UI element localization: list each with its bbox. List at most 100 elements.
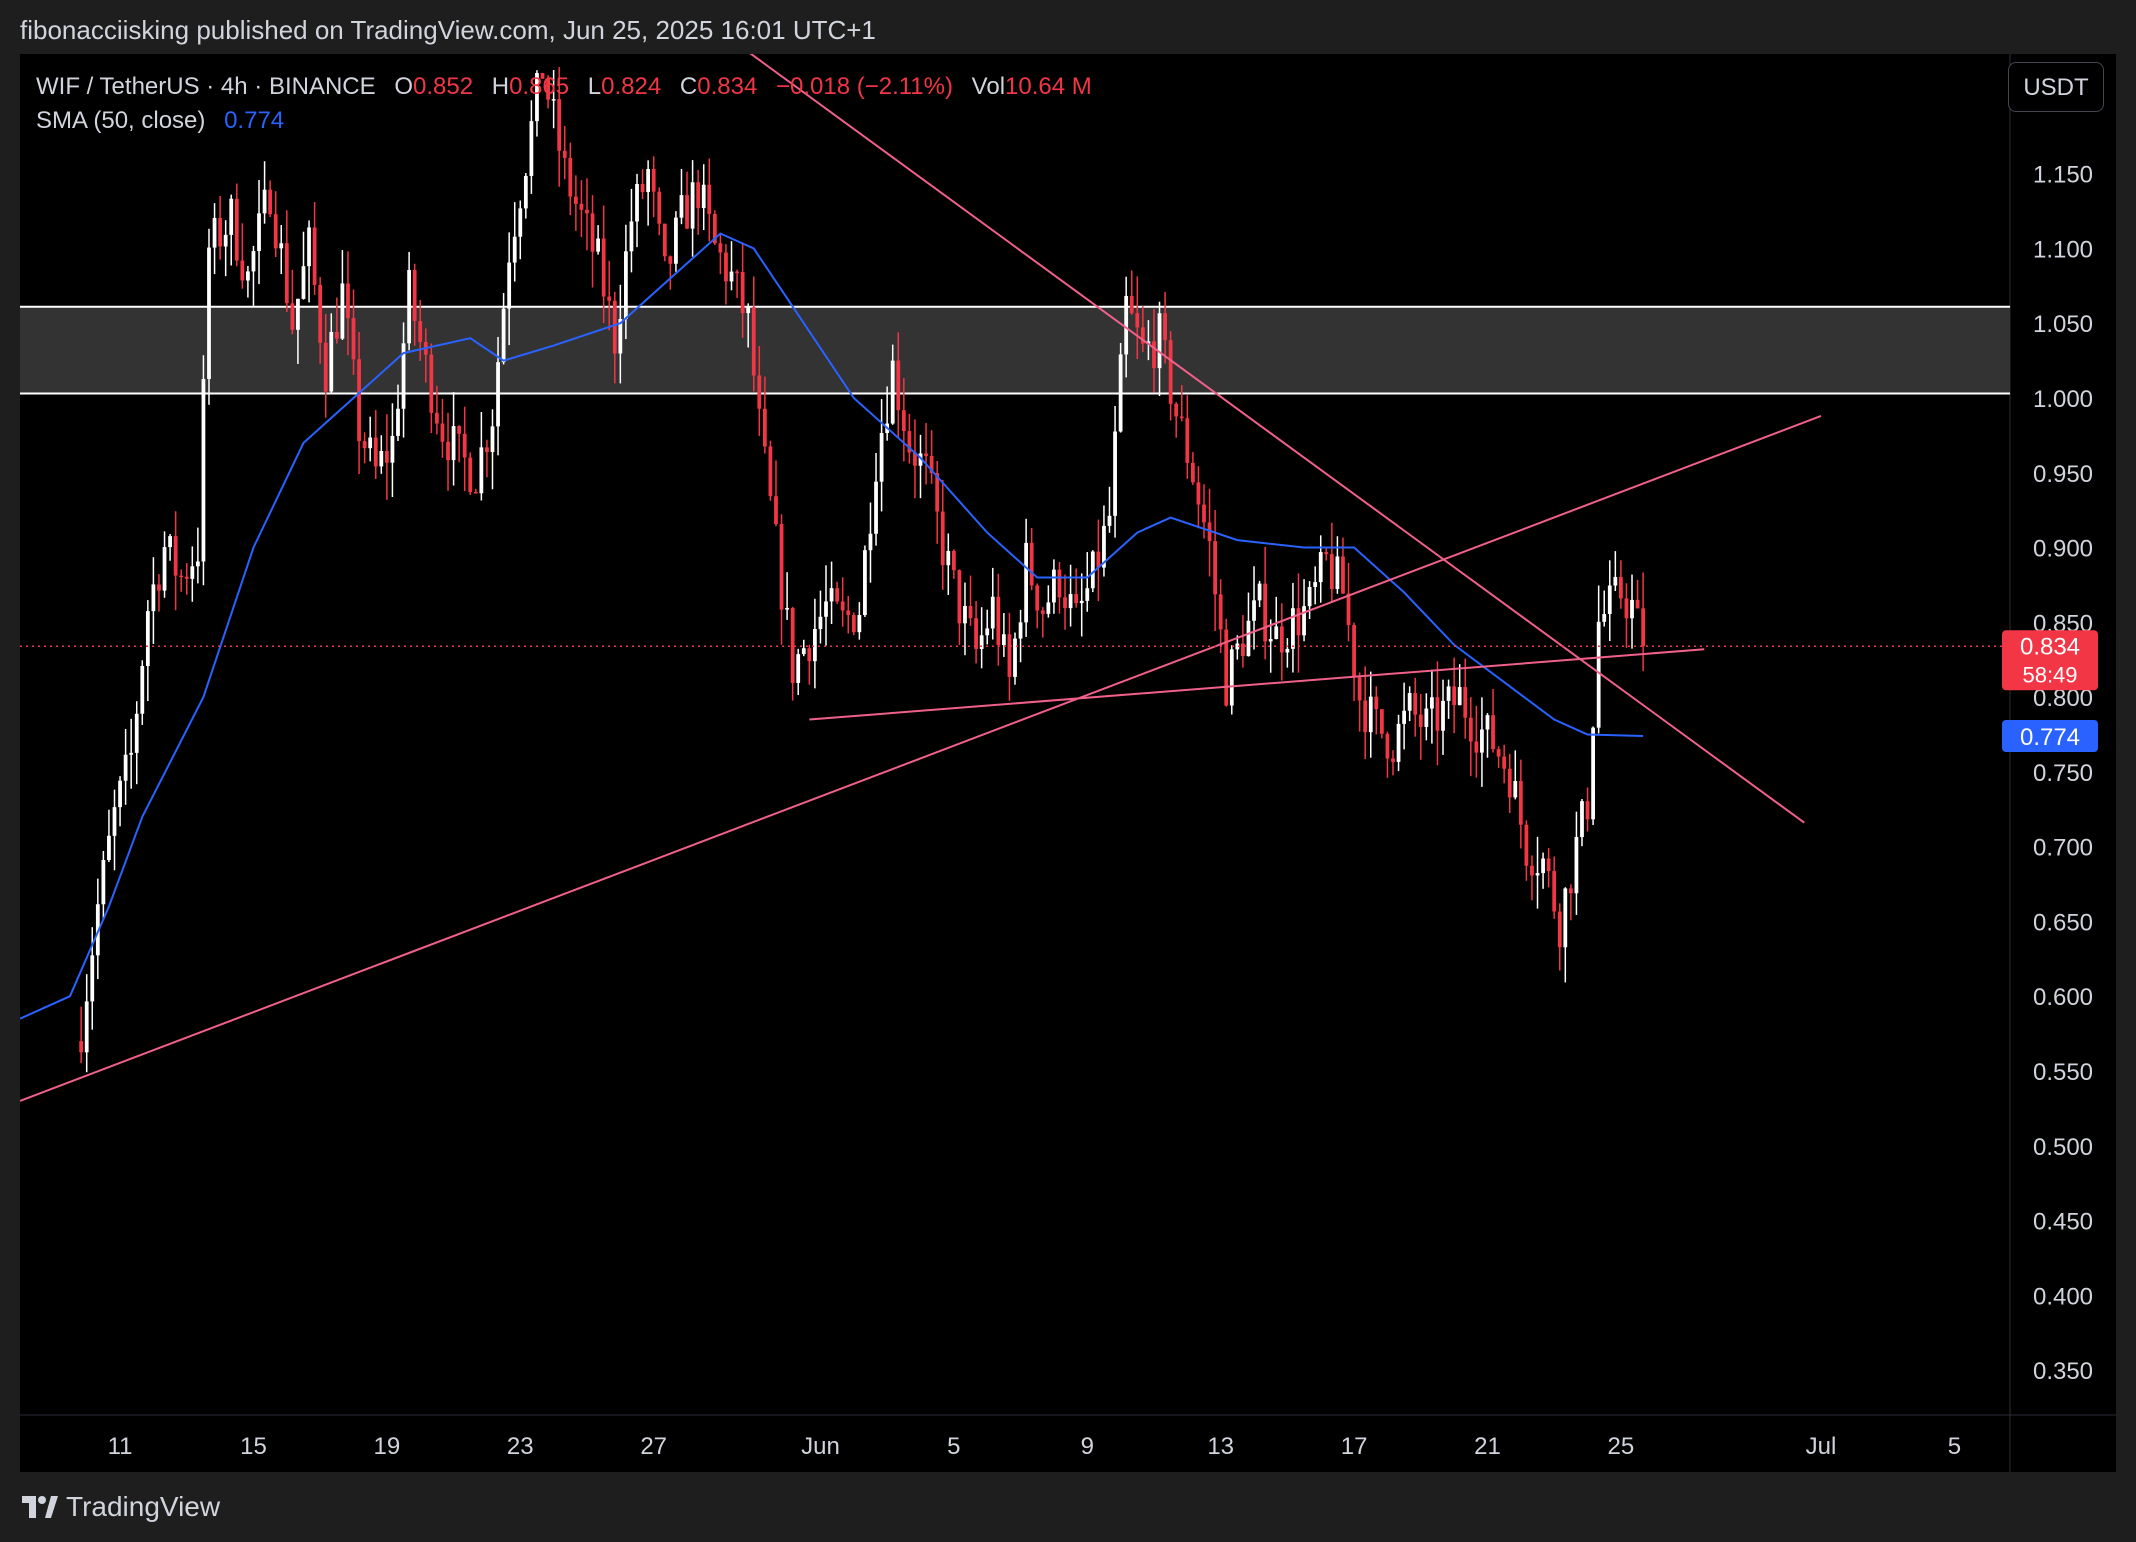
- candle-body: [896, 360, 901, 411]
- candle-body: [990, 596, 995, 629]
- candle-body: [1607, 585, 1612, 615]
- candle-body: [518, 208, 523, 237]
- candle-body: [829, 588, 834, 602]
- candle-body: [1313, 582, 1318, 587]
- candle-body: [1396, 723, 1401, 762]
- candle-body: [1624, 598, 1629, 619]
- time-tick-label: 5: [947, 1433, 960, 1460]
- candle-body: [1407, 693, 1412, 711]
- candle-body: [607, 296, 612, 301]
- descending-trendline: [749, 54, 1805, 824]
- candle-body: [1074, 594, 1079, 604]
- candle-body: [1441, 700, 1445, 731]
- candle-body: [757, 375, 762, 409]
- candle-body: [1296, 608, 1301, 636]
- candle-body: [1307, 586, 1312, 607]
- candle-body: [674, 217, 678, 264]
- candle-body: [112, 807, 117, 836]
- candle-body: [1024, 542, 1029, 623]
- candle-body: [801, 648, 806, 655]
- price-tick-label: 1.150: [2033, 162, 2093, 189]
- candle-body: [807, 648, 812, 662]
- candle-body: [874, 481, 878, 534]
- candle-body: [1291, 608, 1295, 649]
- candle-body: [162, 547, 167, 591]
- candle-body: [1552, 871, 1557, 912]
- candle-body: [1157, 313, 1162, 369]
- candle-body: [1146, 341, 1151, 344]
- price-tick-label: 0.950: [2033, 461, 2093, 488]
- time-tick-label: Jul: [1806, 1433, 1837, 1460]
- candle-body: [812, 628, 817, 662]
- candle-body: [229, 198, 234, 235]
- candle-body: [1357, 677, 1362, 701]
- time-tick-label: 19: [374, 1433, 401, 1460]
- candle-body: [1079, 600, 1084, 604]
- currency-button[interactable]: USDT: [2008, 62, 2104, 112]
- candle-body: [173, 536, 178, 576]
- candle-body: [123, 754, 128, 781]
- price-tick-label: 0.650: [2033, 909, 2093, 936]
- candle-body: [1341, 556, 1345, 594]
- candle-body: [1568, 888, 1573, 894]
- candle-body: [1435, 697, 1440, 731]
- candle-body: [1485, 715, 1490, 730]
- candle-body: [646, 168, 651, 193]
- candle-body: [1619, 576, 1623, 599]
- candle-body: [768, 446, 773, 497]
- time-tick-label: 17: [1341, 1433, 1368, 1460]
- candle-body: [1257, 583, 1262, 601]
- candle-body: [1068, 594, 1073, 609]
- candle-body: [201, 378, 206, 562]
- candle-body: [1546, 858, 1551, 872]
- candle-body: [412, 269, 417, 322]
- candle-body: [1202, 504, 1206, 523]
- candle-body: [740, 272, 745, 314]
- candle-body: [307, 227, 311, 267]
- candle-body: [240, 260, 245, 281]
- candle-body: [1057, 569, 1062, 598]
- candle-body: [957, 570, 962, 624]
- candle-body: [1274, 626, 1279, 640]
- chart-area[interactable]: 0.350 0.400 0.450 0.500 0.550 0.600 0.650 0.700…: [20, 54, 2116, 1472]
- candle-body: [1185, 418, 1190, 463]
- candle-body: [251, 251, 256, 272]
- candle-body: [312, 227, 317, 285]
- time-tick-label: 23: [507, 1433, 534, 1460]
- price-chart[interactable]: 0.350 0.400 0.450 0.500 0.550 0.600 0.650 0.700…: [20, 54, 2116, 1472]
- candle-body: [1574, 837, 1579, 894]
- candle-body: [468, 457, 473, 493]
- candle-body: [985, 628, 990, 636]
- candle-body: [701, 184, 706, 209]
- price-tick-label: 0.750: [2033, 760, 2093, 787]
- tradingview-brand[interactable]: TradingView: [22, 1491, 220, 1522]
- current-price-tag: [2002, 630, 2098, 691]
- candle-body: [1385, 733, 1390, 759]
- candle-body: [590, 213, 595, 252]
- candle-body: [351, 318, 356, 360]
- candle-body: [101, 860, 106, 905]
- publisher-header: fibonacciisking published on TradingView…: [0, 0, 2136, 54]
- candle-body: [1413, 693, 1418, 715]
- publisher-text: fibonacciisking published on TradingView…: [20, 15, 876, 45]
- price-tick-label: 0.700: [2033, 835, 2093, 862]
- candle-body: [751, 307, 756, 376]
- candle-body: [329, 331, 334, 392]
- candle-body: [901, 410, 906, 432]
- candle-body: [84, 1001, 89, 1053]
- candle-body: [546, 78, 550, 100]
- candle-body: [1152, 341, 1156, 369]
- candle-body: [496, 362, 500, 427]
- candle-body: [1018, 622, 1023, 639]
- candle-body: [1096, 551, 1101, 568]
- candle-body: [190, 566, 195, 579]
- candle-body: [1641, 608, 1646, 647]
- time-tick-label: 5: [1948, 1433, 1961, 1460]
- candle-body: [1630, 599, 1634, 619]
- candle-body: [1213, 541, 1218, 595]
- candle-body: [824, 601, 828, 617]
- candle-body: [373, 437, 378, 467]
- candle-body: [568, 157, 573, 197]
- time-tick-label: 21: [1474, 1433, 1501, 1460]
- candle-body: [779, 524, 784, 610]
